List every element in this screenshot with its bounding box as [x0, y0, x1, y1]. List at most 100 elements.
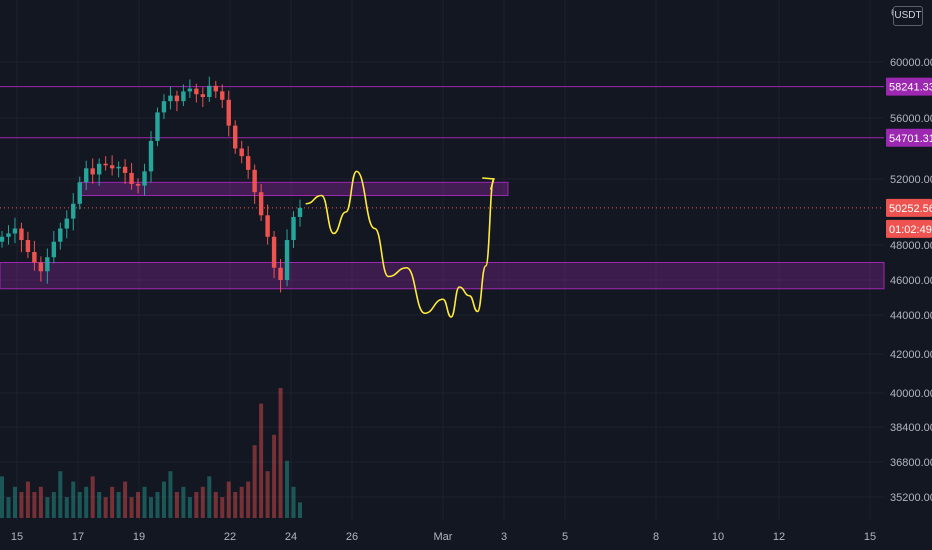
candle-body [148, 140, 154, 172]
candle-body [12, 228, 18, 234]
volume-bar [220, 497, 225, 518]
volume-bar [272, 434, 277, 518]
price-tick-label: 46000.00 [890, 275, 932, 287]
candle-body [161, 101, 167, 113]
candle-body [207, 85, 212, 97]
volume-bar [187, 497, 192, 518]
candle-body [135, 183, 141, 186]
price-tick-label: 35200.00 [890, 492, 932, 504]
candle-body [168, 95, 173, 102]
candle-body [77, 182, 82, 204]
volume-bar [103, 497, 108, 518]
price-tag-bg [886, 219, 932, 238]
volume-bar [149, 497, 153, 518]
price-tick-label: 44000.00 [890, 310, 932, 322]
horizontal-levels [0, 86, 884, 209]
volume-bar [226, 481, 231, 518]
candle-body [194, 88, 199, 95]
projected-path-line [305, 170, 495, 318]
candle-body [116, 166, 121, 169]
volume-bar [278, 388, 283, 518]
candle-body [142, 171, 147, 186]
volume-bar [285, 460, 290, 518]
volume-bar [90, 476, 95, 518]
price-tick-label: 38400.00 [890, 422, 932, 434]
candle-body [278, 267, 283, 280]
candlesticks [0, 76, 303, 293]
volume-bar [239, 486, 244, 518]
candle-body [245, 156, 251, 170]
price-tag-bg [886, 128, 932, 147]
candle-body [19, 228, 24, 241]
candle-body [174, 95, 180, 102]
time-axis[interactable]: 15 17 19 22 24 26 Mar 3 5 8 10 12 15 [11, 531, 876, 543]
volume-bar [116, 492, 121, 518]
price-tag-label: 50252.56 [889, 203, 932, 215]
candle-body [265, 215, 270, 237]
candle-body [181, 91, 186, 102]
volume-bar [298, 502, 302, 518]
date-tick-label: 24 [285, 531, 297, 543]
volume-bar [136, 492, 141, 518]
price-tag-bg [886, 77, 932, 96]
price-tag-label: 58241.33 [889, 82, 932, 94]
date-tick-label: 3 [501, 531, 507, 543]
date-tick-label: 26 [346, 531, 358, 543]
price-zones [0, 181, 885, 290]
candle-body [90, 168, 95, 175]
candle-body [64, 218, 69, 229]
candle-body [25, 240, 31, 252]
volume-bar [110, 486, 115, 518]
volume-bar [97, 492, 102, 518]
date-tick-label: 10 [712, 531, 724, 543]
volume-bar [19, 492, 24, 518]
candle-body [45, 257, 50, 272]
volume-bar [38, 486, 43, 518]
volume-bar [77, 492, 82, 518]
candle-body [233, 125, 238, 149]
candle-body [96, 163, 102, 175]
candle-body [129, 172, 134, 184]
volume-bar [174, 492, 179, 518]
price-tick-label: 60000.00 [890, 57, 932, 69]
volume-bar [0, 476, 4, 518]
candle-body [284, 240, 290, 280]
volume-bar [45, 497, 50, 518]
candle-body [226, 99, 231, 126]
projected-path[interactable] [305, 170, 495, 318]
price-tick-label: 52000.00 [890, 174, 932, 186]
candle-body [84, 168, 89, 183]
volume-bar [181, 486, 186, 518]
volume-bar [194, 492, 199, 518]
volume-bar [213, 492, 218, 518]
volume-bar [246, 481, 251, 518]
date-tick-label: 17 [72, 531, 84, 543]
support-zone [0, 262, 885, 290]
volume-bar [155, 492, 160, 518]
candle-body [297, 207, 303, 217]
volume-bar [32, 492, 37, 518]
date-tick-label: 5 [562, 531, 568, 543]
currency-button[interactable]: USDT [893, 6, 923, 26]
date-tick-label: 15 [11, 531, 23, 543]
candle-body [200, 94, 206, 97]
volume-bar [25, 481, 30, 518]
candle-body [187, 88, 193, 92]
candle-body [122, 166, 128, 173]
volume-bar [252, 445, 257, 518]
volume-bar [142, 486, 147, 518]
volume-bar [58, 471, 63, 518]
candle-body [252, 169, 257, 193]
candle-body [6, 233, 11, 237]
price-tick-label: 40000.00 [890, 388, 932, 400]
price-tick-label: 42000.00 [890, 349, 932, 361]
candle-body [271, 236, 277, 268]
candle-body [103, 163, 108, 166]
candle-body [213, 85, 218, 92]
price-axis[interactable]: 660000.0056000.0052000.0048000.0046000.0… [886, 7, 932, 504]
candle-body [258, 192, 264, 216]
candle-body [0, 236, 5, 242]
volume-bar [200, 486, 205, 518]
volume-bar [84, 486, 89, 518]
